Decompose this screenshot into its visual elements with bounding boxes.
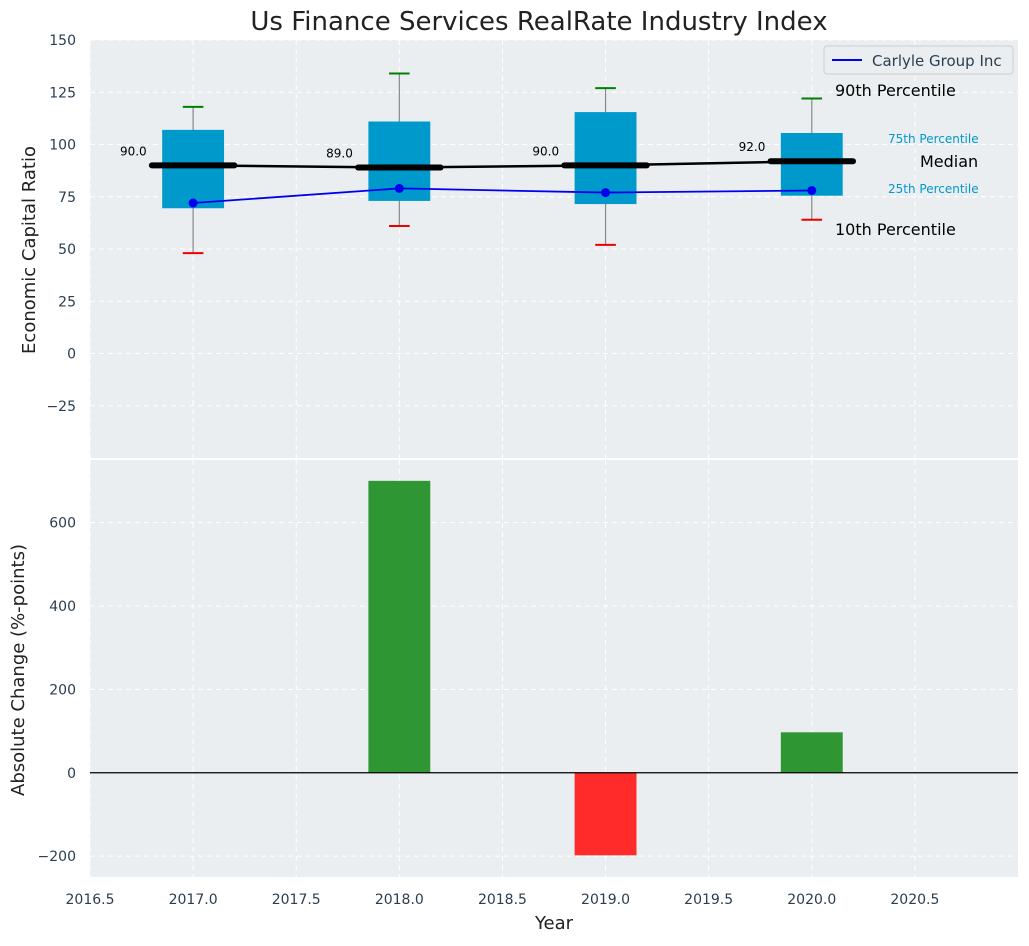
annotation-25th: 25th Percentile (888, 182, 979, 196)
median-label-2019: 90.0 (532, 144, 559, 158)
x-tick-1: 2017.0 (169, 892, 218, 908)
bottom-panel-background (90, 460, 1018, 877)
series-point-2020 (807, 185, 817, 195)
iqr-box-2020 (780, 133, 843, 196)
series-line-0 (193, 187, 812, 204)
x-tick-4: 2018.5 (478, 892, 527, 908)
x-tick-8: 2020.5 (890, 892, 939, 908)
legend-label: Carlyle Group Inc (872, 52, 1002, 70)
annotation-90th: 90th Percentile (835, 81, 956, 100)
series-point-2018 (394, 183, 404, 193)
bottom-y-axis-label: Absolute Change (%-points) (8, 544, 29, 796)
bottom-y-tick-0: −200 (38, 849, 76, 865)
x-tick-labels: 2016.5 2017.0 2017.5 2018.0 2018.5 2019.0 2019… (66, 892, 940, 908)
legend: Carlyle Group Inc (823, 45, 1014, 75)
x-tick-2: 2017.5 (272, 892, 321, 908)
bottom-y-tick-1: 0 (67, 766, 76, 782)
median-label-2018: 89.0 (326, 146, 353, 160)
series-point-2019 (601, 188, 611, 198)
change-bar-2018 (368, 480, 431, 773)
change-bar-2020 (780, 732, 843, 773)
legend-box (823, 45, 1014, 75)
top-y-tick-2: 25 (58, 294, 76, 310)
iqr-box-2017 (162, 129, 225, 209)
top-y-tick-6: 125 (49, 85, 76, 101)
series-point-2017 (188, 198, 198, 208)
top-y-tick-4: 75 (58, 190, 76, 206)
median-label-2017: 90.0 (120, 144, 147, 158)
bottom-y-tick-labels: −200 0 200 400 600 (38, 516, 76, 866)
median-value-labels: 90.0 89.0 90.0 92.0 (120, 140, 765, 160)
median-markers (148, 158, 857, 171)
x-tick-0: 2016.5 (66, 892, 115, 908)
company-series (188, 183, 817, 208)
chart-title: Us Finance Services RealRate Industry In… (250, 7, 827, 37)
top-y-tick-7: 150 (49, 33, 76, 49)
percentile-annotations: 90th Percentile 75th Percentile Median 2… (835, 81, 979, 239)
x-tick-7: 2020.0 (787, 892, 836, 908)
median-trend-line (193, 159, 812, 169)
iqr-boxes (162, 112, 843, 209)
change-bar-2019 (574, 772, 637, 856)
top-y-axis-label: Economic Capital Ratio (19, 146, 40, 354)
x-tick-6: 2019.5 (684, 892, 733, 908)
median-trend-polyline (193, 159, 812, 169)
top-y-tick-5: 100 (49, 138, 76, 154)
annotation-10th: 10th Percentile (835, 220, 956, 239)
median-label-2020: 92.0 (739, 140, 766, 154)
top-y-tick-labels: −25 0 25 50 75 100 125 150 (46, 33, 76, 415)
x-tick-5: 2019.0 (581, 892, 630, 908)
top-y-tick-1: 0 (67, 347, 76, 363)
annotation-75th: 75th Percentile (888, 132, 979, 146)
top-panel: −25 0 25 50 75 100 125 150 90.0 89.0 90.0 92.0 90t… (19, 33, 1018, 458)
top-gridlines (89, 39, 1018, 458)
top-y-tick-0: −25 (46, 399, 76, 415)
change-bars (368, 480, 843, 856)
x-tick-3: 2018.0 (375, 892, 424, 908)
annotation-median: Median (920, 152, 978, 171)
top-y-tick-3: 50 (58, 242, 76, 258)
bottom-y-tick-3: 400 (49, 599, 76, 615)
x-axis-label: Year (534, 913, 574, 934)
bottom-y-tick-2: 200 (49, 682, 76, 698)
bottom-y-tick-4: 600 (49, 516, 76, 532)
